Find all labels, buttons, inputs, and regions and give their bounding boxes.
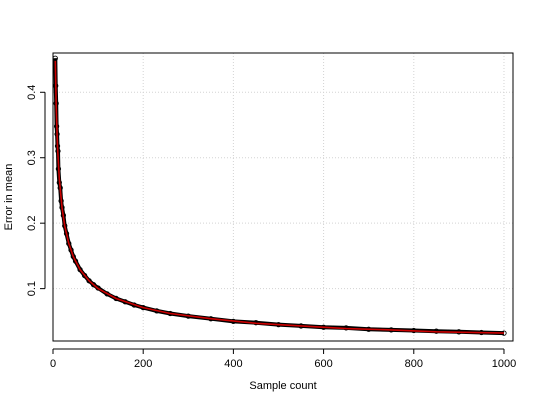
data-point-band (53, 58, 505, 336)
fit-line-layer (53, 58, 505, 336)
y-tick-label: 0.1 (26, 281, 38, 296)
x-tick-label: 400 (224, 358, 242, 370)
data-point (86, 278, 92, 284)
x-tick-label: 0 (50, 358, 56, 370)
data-points-layer (52, 55, 507, 336)
data-point (77, 267, 83, 273)
axes: 0 200 400 600 800 1000 0.1 0.2 0.3 0.4 (26, 85, 516, 370)
plot-frame (52, 52, 514, 342)
data-point (90, 282, 97, 288)
data-point (72, 258, 79, 264)
x-tick-label: 800 (405, 358, 423, 370)
data-point (95, 285, 101, 291)
y-tick-label: 0.2 (26, 216, 38, 231)
x-tick-label: 200 (134, 358, 152, 370)
x-tick-label: 1000 (492, 358, 516, 370)
data-point (81, 272, 88, 279)
y-axis-title: Error in mean (3, 164, 15, 231)
x-tick-label: 600 (314, 358, 332, 370)
y-tick-label: 0.4 (26, 85, 38, 100)
y-tick-label: 0.3 (26, 150, 38, 165)
fit-line (54, 60, 505, 334)
x-axis-title: Sample count (249, 380, 316, 392)
grid-lines (52, 53, 513, 341)
